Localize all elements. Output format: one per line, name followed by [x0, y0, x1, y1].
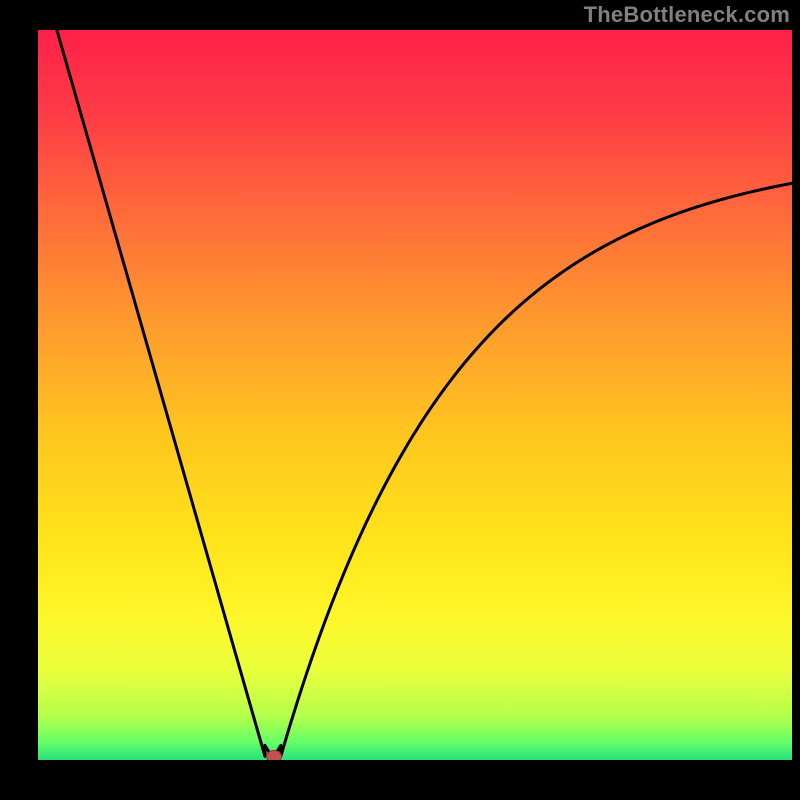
plot-area — [38, 30, 792, 760]
chart-frame: TheBottleneck.com — [0, 0, 800, 800]
gradient-background — [38, 30, 792, 760]
plot-svg — [38, 30, 792, 760]
watermark-text: TheBottleneck.com — [584, 2, 790, 28]
optimal-marker — [266, 751, 281, 760]
